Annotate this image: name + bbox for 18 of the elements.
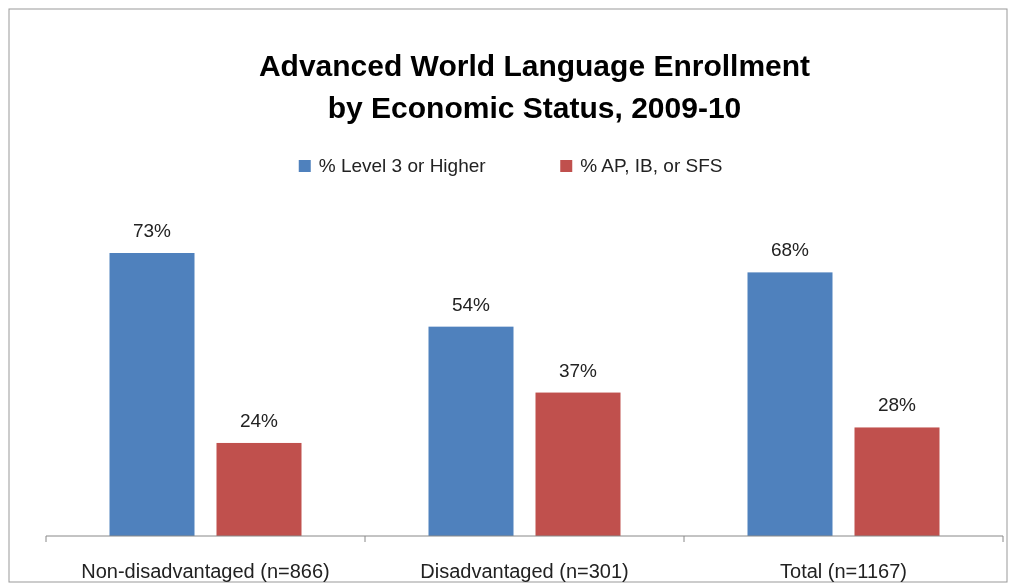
bar bbox=[109, 253, 195, 536]
bar bbox=[428, 326, 514, 536]
x-tick-label: Total (n=1167) bbox=[780, 560, 907, 582]
data-label: 54% bbox=[451, 293, 491, 315]
bar bbox=[747, 272, 833, 536]
bar bbox=[216, 442, 302, 536]
legend-label: % AP, IB, or SFS bbox=[580, 155, 723, 176]
x-tick-label: Disadvantaged (n=301) bbox=[420, 560, 629, 582]
chart-title: Advanced World Language Enrollment by Economic Status, 2009-10 bbox=[258, 49, 811, 124]
data-label: 37% bbox=[558, 359, 598, 381]
data-label: 24% bbox=[239, 409, 279, 431]
data-label: 73% bbox=[132, 220, 172, 241]
data-label: 68% bbox=[770, 239, 810, 261]
x-tick-label: Non-disadvantaged (n=866) bbox=[81, 560, 330, 582]
bar bbox=[535, 392, 621, 536]
legend-label: % Level 3 or Higher bbox=[318, 155, 487, 176]
bar bbox=[854, 427, 940, 536]
data-label: 28% bbox=[877, 394, 917, 416]
